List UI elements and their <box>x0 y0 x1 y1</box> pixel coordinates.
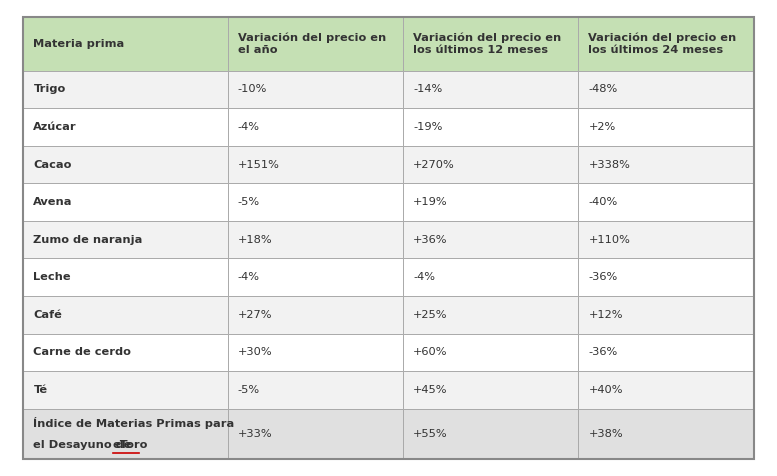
Bar <box>403 17 578 70</box>
Text: +19%: +19% <box>413 197 448 207</box>
Text: +270%: +270% <box>413 159 455 169</box>
Text: el Desayuno de: el Desayuno de <box>33 440 136 450</box>
Bar <box>578 70 754 108</box>
Bar <box>23 258 228 296</box>
Text: +55%: +55% <box>413 429 448 439</box>
Bar <box>578 146 754 183</box>
Bar <box>228 408 403 459</box>
Text: +27%: +27% <box>238 310 273 320</box>
Text: Café: Café <box>33 310 62 320</box>
Bar <box>228 17 403 70</box>
Bar <box>403 334 578 371</box>
Bar <box>23 17 228 70</box>
Text: Variación del precio en
los últimos 24 meses: Variación del precio en los últimos 24 m… <box>588 32 737 55</box>
Bar <box>578 221 754 258</box>
Text: +45%: +45% <box>413 385 448 395</box>
Text: +36%: +36% <box>413 235 448 245</box>
Text: -40%: -40% <box>588 197 618 207</box>
Bar <box>578 108 754 146</box>
Bar <box>403 258 578 296</box>
Text: Azúcar: Azúcar <box>33 122 77 132</box>
Text: -5%: -5% <box>238 385 260 395</box>
Text: +338%: +338% <box>588 159 630 169</box>
Bar <box>403 146 578 183</box>
Bar <box>403 70 578 108</box>
Bar <box>403 371 578 408</box>
Bar <box>578 183 754 221</box>
Text: Índice de Materias Primas para: Índice de Materias Primas para <box>33 417 235 429</box>
Bar <box>23 108 228 146</box>
Text: Cacao: Cacao <box>33 159 71 169</box>
Bar <box>23 183 228 221</box>
Bar <box>23 70 228 108</box>
Text: -36%: -36% <box>588 272 618 282</box>
Text: Variación del precio en
el año: Variación del precio en el año <box>238 32 386 55</box>
Text: -14%: -14% <box>413 84 442 94</box>
Text: +30%: +30% <box>238 347 273 357</box>
Bar <box>403 296 578 334</box>
Bar <box>228 371 403 408</box>
Text: -4%: -4% <box>238 272 260 282</box>
Bar <box>403 183 578 221</box>
Bar <box>228 108 403 146</box>
Text: -10%: -10% <box>238 84 267 94</box>
Text: Zumo de naranja: Zumo de naranja <box>33 235 143 245</box>
Text: Variación del precio en
los últimos 12 meses: Variación del precio en los últimos 12 m… <box>413 32 562 55</box>
Text: Leche: Leche <box>33 272 71 282</box>
Text: +25%: +25% <box>413 310 448 320</box>
Bar <box>228 146 403 183</box>
Bar <box>23 296 228 334</box>
Text: -36%: -36% <box>588 347 618 357</box>
Bar <box>578 258 754 296</box>
Bar <box>23 221 228 258</box>
Text: Té: Té <box>33 385 47 395</box>
Text: Trigo: Trigo <box>33 84 66 94</box>
Text: Materia prima: Materia prima <box>33 39 124 49</box>
Text: +60%: +60% <box>413 347 448 357</box>
Text: +38%: +38% <box>588 429 623 439</box>
Text: -4%: -4% <box>413 272 435 282</box>
Bar <box>228 334 403 371</box>
Text: +151%: +151% <box>238 159 280 169</box>
Bar <box>578 371 754 408</box>
Text: Carne de cerdo: Carne de cerdo <box>33 347 131 357</box>
Text: +12%: +12% <box>588 310 623 320</box>
Bar <box>578 17 754 70</box>
Bar <box>578 296 754 334</box>
Text: -4%: -4% <box>238 122 260 132</box>
Text: +2%: +2% <box>588 122 615 132</box>
Bar <box>228 70 403 108</box>
Bar <box>403 221 578 258</box>
Text: Avena: Avena <box>33 197 73 207</box>
Bar <box>23 334 228 371</box>
Text: +18%: +18% <box>238 235 273 245</box>
Text: +40%: +40% <box>588 385 623 395</box>
Text: -48%: -48% <box>588 84 618 94</box>
Bar <box>228 221 403 258</box>
Text: +110%: +110% <box>588 235 630 245</box>
Bar <box>403 108 578 146</box>
Text: eToro: eToro <box>113 440 148 450</box>
Bar <box>228 296 403 334</box>
Bar <box>578 334 754 371</box>
Bar <box>23 146 228 183</box>
Text: +33%: +33% <box>238 429 273 439</box>
Bar <box>228 183 403 221</box>
Text: -19%: -19% <box>413 122 443 132</box>
Bar <box>23 371 228 408</box>
Bar <box>578 408 754 459</box>
Bar <box>228 258 403 296</box>
Bar <box>23 408 228 459</box>
Text: -5%: -5% <box>238 197 260 207</box>
Bar <box>403 408 578 459</box>
